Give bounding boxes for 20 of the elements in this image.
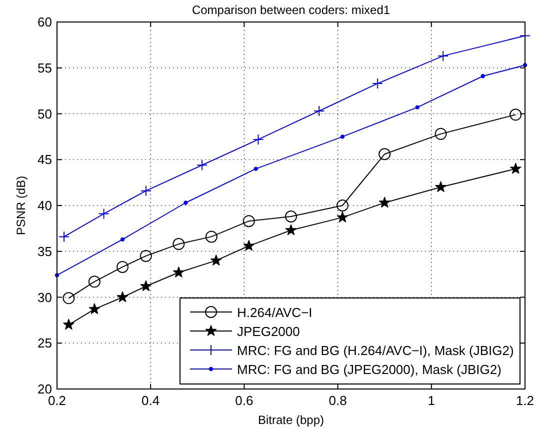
- legend-label: H.264/AVC−I: [237, 305, 312, 320]
- y-tick-label: 40: [38, 198, 52, 213]
- x-tick-label: 1: [428, 393, 436, 408]
- y-tick-label: 45: [38, 152, 52, 168]
- y-tick-label: 35: [38, 244, 52, 259]
- legend-label: MRC: FG and BG (H.264/AVC−I), Mask (JBIG2): [237, 343, 514, 358]
- chart-title: Comparison between coders: mixed1: [192, 3, 390, 17]
- x-tick-label: 0.6: [235, 393, 254, 408]
- y-tick-label: 25: [38, 336, 52, 351]
- y-tick-label: 30: [38, 290, 52, 305]
- legend-label: JPEG2000: [237, 324, 300, 339]
- x-tick-label: 0.4: [142, 393, 160, 408]
- x-tick-label: 0.8: [328, 393, 347, 408]
- y-tick-label: 50: [38, 106, 52, 122]
- y-tick-label: 55: [38, 60, 52, 76]
- y-tick-label: 60: [38, 14, 52, 30]
- x-axis-title: Bitrate (bpp): [258, 413, 324, 427]
- y-axis-title: PSNR (dB): [14, 176, 28, 236]
- x-tick-label: 1.2: [516, 393, 534, 408]
- legend-label: MRC: FG and BG (JPEG2000), Mask (JBIG2): [237, 362, 502, 377]
